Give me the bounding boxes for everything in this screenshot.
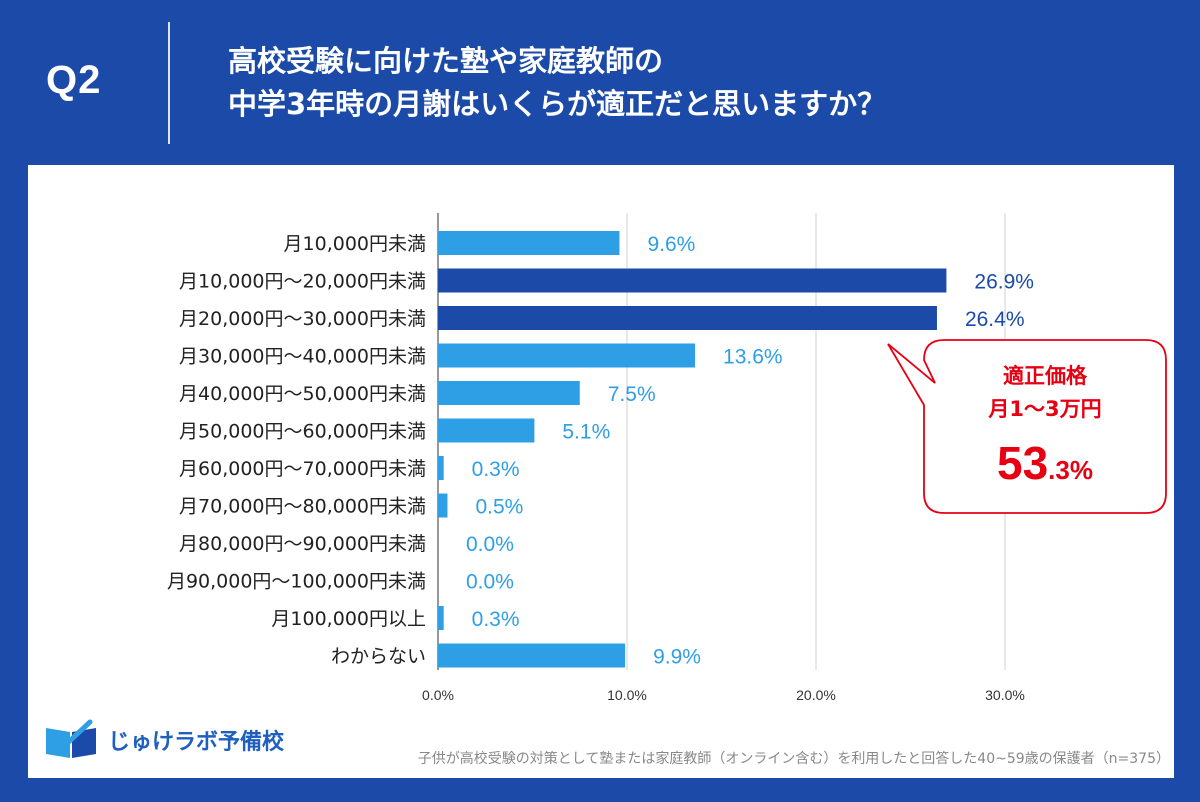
callout-bubble	[887, 339, 1167, 514]
category-label: わからない	[331, 646, 426, 668]
value-label: 26.9%	[974, 271, 1034, 294]
header: Q2 高校受験に向けた塾や家庭教師の 中学3年時の月謝はいくらが適正だと思います…	[0, 0, 1200, 165]
value-label: 0.0%	[466, 533, 514, 556]
bar	[438, 643, 626, 668]
question-title-line2: 中学3年時の月謝はいくらが適正だと思いますか？	[228, 87, 887, 121]
bar	[438, 343, 696, 368]
callout-value: 53.3%	[997, 437, 1093, 489]
value-label: 9.9%	[653, 646, 701, 669]
value-label: 9.6%	[647, 233, 695, 256]
value-label: 0.3%	[472, 608, 520, 631]
bar	[438, 456, 444, 480]
bar	[438, 268, 947, 293]
callout-value-big: 53	[997, 437, 1048, 489]
category-label: 月10,000円〜20,000円未満	[179, 271, 426, 293]
bar	[438, 231, 620, 255]
label-layer: 0.0% 10.0% 20.0% 30.0% 月10,000円未満 9.6% 月10,000…	[167, 233, 1034, 703]
bar	[438, 606, 444, 630]
book-icon	[46, 719, 96, 758]
bar	[438, 381, 580, 405]
question-title: 高校受験に向けた塾や家庭教師の 中学3年時の月謝はいくらが適正だと思いますか？	[228, 40, 886, 126]
category-label: 月70,000円〜80,000円未満	[179, 496, 426, 518]
callout-line2: 月1〜3万円	[987, 397, 1101, 421]
category-label: 月100,000円以上	[271, 608, 426, 630]
category-label: 月90,000円〜100,000円未満	[167, 571, 426, 593]
category-label: 月20,000円〜30,000円未満	[179, 308, 426, 330]
value-label: 0.0%	[466, 571, 514, 594]
value-label: 5.1%	[562, 421, 610, 444]
x-tick-label: 10.0%	[607, 687, 647, 703]
value-label: 0.3%	[472, 458, 520, 481]
bar	[438, 493, 448, 518]
bar	[438, 418, 535, 443]
value-label: 7.5%	[608, 383, 656, 406]
category-label: 月50,000円〜60,000円未満	[179, 421, 426, 443]
category-label: 月40,000円〜50,000円未満	[179, 383, 426, 405]
value-label: 0.5%	[475, 496, 523, 519]
x-tick-label: 30.0%	[985, 687, 1025, 703]
value-label: 13.6%	[723, 346, 783, 369]
bar	[438, 306, 937, 330]
footnote: 子供が高校受験の対策として塾または家庭教師（オンライン含む）を利用したと回答した…	[417, 751, 1170, 767]
callout-value-small: .3%	[1048, 455, 1093, 485]
brand-name: じゅけラボ予備校	[108, 730, 285, 755]
brand-logo: じゅけラボ予備校	[40, 718, 284, 762]
question-title-line1: 高校受験に向けた塾や家庭教師の	[228, 44, 664, 78]
category-label: 月60,000円〜70,000円未満	[179, 458, 426, 480]
x-tick-label: 20.0%	[796, 687, 836, 703]
category-label: 月80,000円〜90,000円未満	[179, 533, 426, 555]
x-tick-label: 0.0%	[422, 687, 454, 703]
callout-line1: 適正価格	[1003, 364, 1088, 388]
header-divider	[168, 22, 170, 144]
category-label: 月10,000円未満	[284, 233, 426, 255]
category-label: 月30,000円〜40,000円未満	[179, 346, 426, 368]
value-label: 26.4%	[965, 308, 1025, 331]
question-number: Q2	[46, 58, 102, 102]
bar-layer	[438, 231, 947, 668]
callout: 適正価格 月1〜3万円 53.3%	[887, 339, 1167, 514]
